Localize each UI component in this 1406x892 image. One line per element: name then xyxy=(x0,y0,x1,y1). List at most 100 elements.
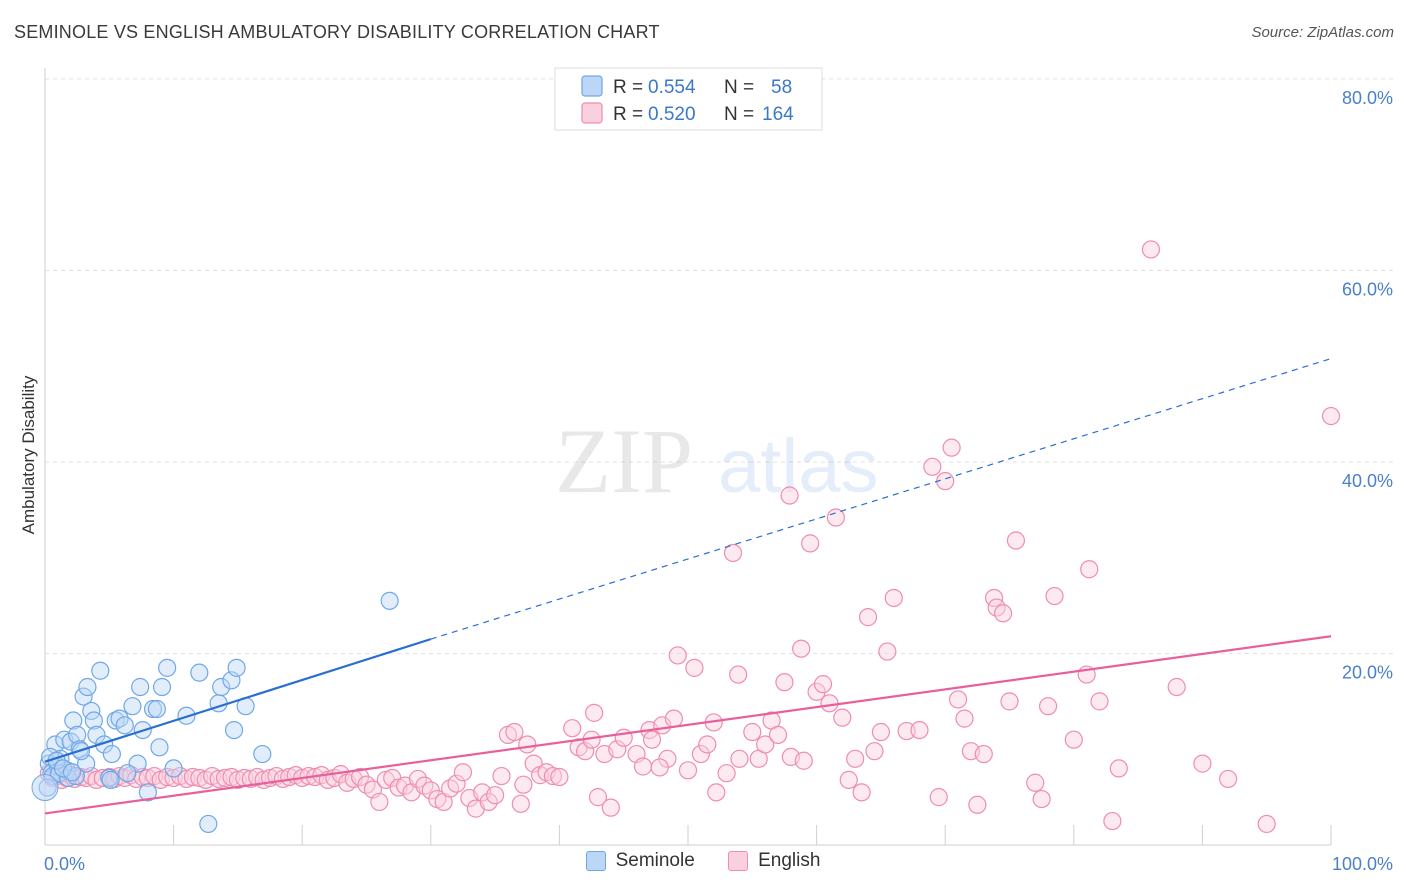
english-point-105 xyxy=(698,735,717,754)
english-point-159 xyxy=(1090,692,1109,711)
english-point-84 xyxy=(563,719,582,738)
english-point-25 xyxy=(177,769,196,789)
english-point-72 xyxy=(479,792,498,812)
seminole-point-11 xyxy=(74,687,93,706)
english-point-134 xyxy=(878,642,897,661)
english-point-114 xyxy=(756,735,775,754)
seminole-point-36 xyxy=(190,663,209,682)
english-point-168 xyxy=(514,775,533,794)
english-point-145 xyxy=(968,795,987,814)
seminole-point-32 xyxy=(152,677,172,697)
legend-english-n-value: 164 xyxy=(762,104,794,125)
legend-english-n-label: N = xyxy=(724,104,754,125)
english-point-117 xyxy=(775,673,794,692)
english-point-124 xyxy=(813,675,833,694)
english-point-100 xyxy=(664,709,683,728)
english-point-152 xyxy=(1026,773,1045,792)
seminole-point-52 xyxy=(53,759,73,778)
seminole-point-53 xyxy=(62,763,82,782)
english-point-161 xyxy=(1109,759,1128,778)
english-point-164 xyxy=(1193,754,1212,773)
english-point-35 xyxy=(241,769,260,789)
english-point-83 xyxy=(550,767,569,787)
legend-seminole-r-value: 0.554 xyxy=(648,77,696,98)
legend-seminole-n-value: 58 xyxy=(771,77,792,98)
english-point-143 xyxy=(955,709,974,728)
english-point-139 xyxy=(929,788,948,807)
bottom-legend-swatch-seminole xyxy=(585,851,606,871)
english-point-125 xyxy=(820,694,839,713)
english-points xyxy=(39,240,1341,834)
legend-seminole-n-label: N = xyxy=(724,77,754,98)
english-point-133 xyxy=(871,722,891,742)
seminole-point-13 xyxy=(78,677,97,697)
english-point-138 xyxy=(923,457,942,476)
english-point-73 xyxy=(486,786,505,805)
seminole-point-16 xyxy=(87,725,106,744)
english-point-23 xyxy=(164,768,183,788)
seminole-point-20 xyxy=(102,744,121,764)
seminole-point-42 xyxy=(227,658,246,677)
english-point-82 xyxy=(543,766,563,786)
english-point-68 xyxy=(453,763,473,782)
english-point-97 xyxy=(642,730,662,749)
english-point-121 xyxy=(794,751,813,770)
english-point-146 xyxy=(974,744,993,764)
seminole-point-55 xyxy=(101,770,120,789)
seminole-point-56 xyxy=(118,764,137,783)
english-point-128 xyxy=(839,770,858,789)
english-point-167 xyxy=(1321,406,1341,426)
seminole-point-41 xyxy=(224,720,244,740)
seminole-point-24 xyxy=(123,697,142,716)
english-point-78 xyxy=(518,735,537,754)
english-point-86 xyxy=(576,742,595,761)
english-point-154 xyxy=(1038,697,1058,716)
english-point-127 xyxy=(833,708,852,727)
english-point-165 xyxy=(1219,769,1238,789)
watermark-zip: ZIP xyxy=(555,410,693,512)
y-tick-label-2: 60.0% xyxy=(1342,280,1393,300)
english-point-74 xyxy=(492,766,511,786)
bottom-legend: Seminole English xyxy=(0,850,1406,877)
legend-swatch-english xyxy=(581,102,603,124)
english-point-116 xyxy=(768,725,788,744)
english-point-153 xyxy=(1032,789,1051,809)
y-tick-label-1: 40.0% xyxy=(1342,471,1393,491)
seminole-point-23 xyxy=(115,716,134,735)
english-point-149 xyxy=(993,604,1013,623)
seminole-point-31 xyxy=(150,738,169,757)
english-point-142 xyxy=(948,690,968,709)
source-label: Source: ZipAtlas.com xyxy=(1251,24,1394,41)
english-point-137 xyxy=(910,720,929,740)
seminole-regression-extension xyxy=(430,358,1332,640)
seminole-point-33 xyxy=(158,658,177,677)
seminole-point-8 xyxy=(64,711,83,730)
english-point-76 xyxy=(505,722,524,742)
legend-english-r-label: R = xyxy=(613,104,643,125)
seminole-point-34 xyxy=(164,759,183,778)
x-tick-label-1: 100.0% xyxy=(1332,854,1393,874)
english-point-108 xyxy=(717,764,736,783)
seminole-point-45 xyxy=(380,591,399,610)
seminole-points xyxy=(31,591,399,834)
english-regression-line xyxy=(44,635,1332,815)
english-point-33 xyxy=(228,770,247,789)
english-point-156 xyxy=(1064,730,1083,749)
english-point-151 xyxy=(1006,531,1026,550)
english-point-129 xyxy=(846,749,865,768)
watermark: ZIP atlas xyxy=(555,410,879,512)
english-point-126 xyxy=(826,508,845,527)
x-tick-label-0: 0.0% xyxy=(44,854,85,874)
english-point-135 xyxy=(884,588,903,608)
english-point-166 xyxy=(1257,814,1276,834)
english-point-101 xyxy=(668,646,687,665)
regression-lines xyxy=(44,358,1332,815)
english-point-61 xyxy=(408,769,428,789)
top-legend: R = 0.554 N = 58 R = 0.520 N = 164 xyxy=(554,67,823,131)
seminole-point-26 xyxy=(131,677,150,697)
english-point-112 xyxy=(743,722,762,742)
english-point-109 xyxy=(723,543,743,563)
english-point-91 xyxy=(601,798,620,817)
english-point-155 xyxy=(1045,586,1064,606)
